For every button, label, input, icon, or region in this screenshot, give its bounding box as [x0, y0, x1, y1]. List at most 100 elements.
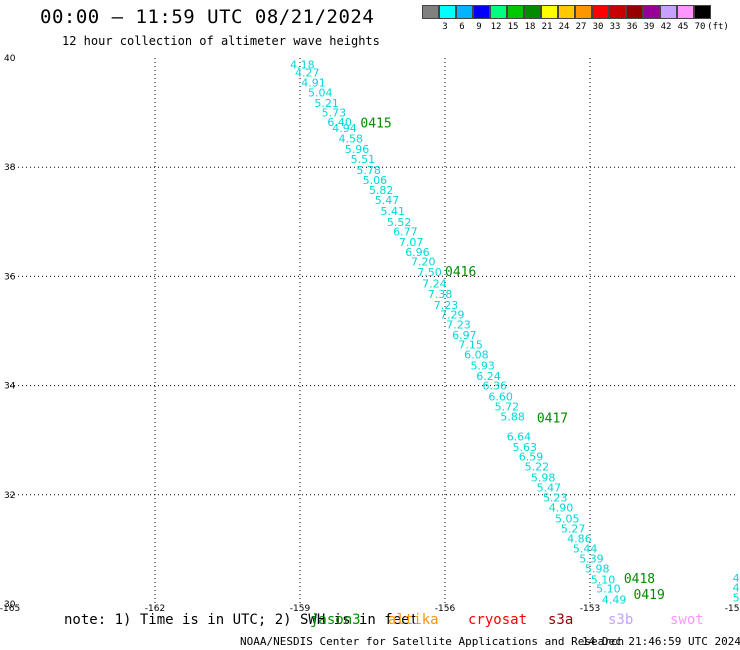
legend-label: 39	[643, 22, 655, 32]
satellite-label-s3b: s3b	[608, 612, 634, 628]
legend-swatch	[524, 5, 541, 19]
swh-value-label: 7.07	[399, 236, 424, 249]
legend-label: 6	[459, 22, 465, 32]
swh-value-label: 4.49	[602, 594, 627, 607]
swh-value-label: 5.96	[345, 143, 370, 156]
swh-value-label: 6.64	[507, 430, 532, 443]
swh-value-label: 4.90	[549, 501, 574, 514]
generated-timestamp: 14 Dec 21:46:59 UTC 2024	[582, 635, 740, 648]
swh-value-label: 4	[733, 582, 740, 595]
legend-unit: (ft)	[707, 22, 729, 32]
legend-label: 21	[541, 22, 553, 32]
legend-swatch	[677, 5, 694, 19]
swh-value-label: 5.78	[356, 164, 381, 177]
lon-tick-label: -159	[290, 604, 311, 614]
swh-value-label: 5.39	[579, 553, 604, 566]
map-subtitle: 12 hour collection of altimeter wave hei…	[62, 34, 380, 48]
swh-value-label: 7.38	[428, 288, 453, 301]
swh-value-label: 5	[733, 591, 740, 604]
satellite-label-swot: swot	[670, 612, 704, 628]
gridlines	[10, 58, 735, 604]
swh-value-label: 5.41	[381, 205, 406, 218]
swh-value-label: 5.10	[591, 573, 616, 586]
legend-swatch	[473, 5, 490, 19]
swh-value-label: 4.86	[567, 532, 592, 545]
satellite-label-jason3: jason3	[310, 612, 361, 628]
legend-label: 36	[626, 22, 638, 32]
legend-label: 3	[442, 22, 448, 32]
swh-value-label: 5.98	[585, 563, 610, 576]
swh-track: 4.184.274.915.045.215.736.404.944.585.96…	[290, 59, 739, 607]
swh-value-label: 7.20	[411, 256, 436, 269]
legend-swatch	[660, 5, 677, 19]
legend-swatch	[592, 5, 609, 19]
swh-value-label: 6.59	[519, 451, 544, 464]
lat-tick-label: 38	[4, 163, 16, 173]
footer-note: note: 1) Time is in UTC; 2) SWH is in fe…	[64, 612, 419, 628]
time-marker-label: 0418	[624, 572, 655, 587]
time-marker-label: 0419	[634, 588, 665, 603]
legend-label: 15	[507, 22, 519, 32]
legend-swatch	[694, 5, 711, 19]
legend-swatch	[422, 5, 439, 19]
swh-value-label: 5.98	[531, 471, 556, 484]
swh-value-label: 5.23	[543, 492, 568, 505]
swh-value-label: 5.52	[387, 216, 412, 229]
legend-swatch	[490, 5, 507, 19]
swh-value-label: 4.18	[290, 59, 315, 72]
swh-value-label: 5.22	[525, 460, 550, 473]
swh-value-label: 6.96	[405, 246, 430, 259]
credit-line: NOAA/NESDIS Center for Satellite Applica…	[240, 635, 625, 648]
legend-label: 45	[677, 22, 689, 32]
lon-tick-label: -153	[580, 604, 600, 614]
swh-value-label: 6.24	[476, 370, 501, 383]
time-marker-label: 0417	[537, 411, 568, 426]
time-marker-label: 0415	[360, 116, 391, 131]
swh-value-label: 5.21	[314, 97, 339, 110]
swh-value-label: 5.51	[351, 153, 376, 166]
swh-value-label: 7.23	[434, 299, 459, 312]
swh-value-label: 5.05	[555, 512, 580, 525]
legend-swatch	[609, 5, 626, 19]
legend-swatch	[575, 5, 592, 19]
lat-tick-label: 30	[4, 600, 16, 610]
lon-tick-label: -150	[725, 604, 740, 614]
color-legend: 3 6 9 12 15 18 21 24 27 30 33 36 39 42 45 70 (ft)	[422, 5, 740, 39]
swh-value-label: 5.88	[500, 411, 525, 424]
swh-value-label: 5.44	[573, 542, 598, 555]
swh-value-label: 7.50	[417, 266, 442, 279]
legend-swatch	[626, 5, 643, 19]
legend-label: 18	[524, 22, 536, 32]
swh-value-label: 4.27	[295, 67, 320, 80]
legend-label: 9	[476, 22, 482, 32]
swh-value-label: 6.08	[464, 348, 489, 361]
legend-label: 12	[490, 22, 502, 32]
swh-value-label: 5.27	[561, 523, 586, 536]
swh-value-label: 7.29	[440, 309, 465, 322]
swh-value-label: 5.04	[308, 86, 333, 99]
swh-value-label: 4.94	[332, 122, 357, 135]
swh-value-label: 5.47	[537, 482, 562, 495]
swh-value-label: 7.23	[446, 318, 471, 331]
legend-label: 30	[592, 22, 604, 32]
swh-value-label: 6.97	[452, 329, 477, 342]
legend-swatch	[558, 5, 575, 19]
swh-value-label: 6.77	[393, 226, 418, 239]
lon-tick-label: -165	[0, 604, 20, 614]
lat-tick-label: 40	[4, 54, 16, 64]
legend-swatch	[507, 5, 524, 19]
satellite-label-cryosat: cryosat	[468, 612, 528, 628]
time-marker-label: 0416	[445, 265, 476, 280]
swh-value-label: 6.60	[488, 391, 513, 404]
swh-value-label: 7.24	[422, 277, 447, 290]
swh-value-label: 5.06	[363, 174, 388, 187]
swh-value-label: 4	[733, 572, 740, 585]
axis-labels: -165 -162 -159 -156 -153 -150 40 38 36 34 32 30	[0, 54, 740, 614]
swh-value-label: 6.36	[483, 380, 508, 393]
swh-value-label: 5.10	[596, 583, 621, 596]
lat-tick-label: 34	[4, 382, 16, 392]
lon-tick-label: -156	[435, 604, 456, 614]
swh-value-label: 5.82	[369, 184, 394, 197]
